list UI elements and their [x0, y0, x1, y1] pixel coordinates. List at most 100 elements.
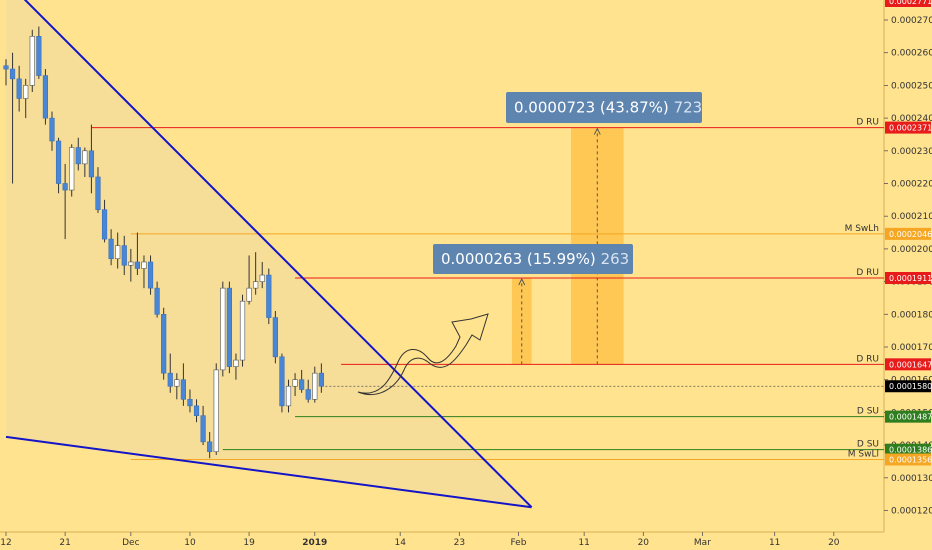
x-tick-label: 21: [59, 538, 70, 548]
candle-body: [193, 405, 200, 416]
candle-body: [200, 415, 206, 443]
candle-body: [180, 379, 186, 400]
level-label: D RU: [856, 354, 879, 364]
price-tag-top: 0.0002771: [889, 0, 932, 6]
x-tick-label: 11: [769, 538, 780, 548]
x-tick-label: 14: [394, 538, 406, 548]
price-tag: 0.0001911: [889, 274, 932, 283]
price-tag: 0.0002371: [889, 124, 932, 133]
candle-body: [29, 36, 35, 86]
candle-body: [272, 317, 278, 358]
price-tag-bg: [885, 443, 931, 456]
x-tick-label: 23: [454, 538, 465, 548]
trendlines[interactable]: [5, 0, 533, 509]
candle-body: [285, 385, 292, 407]
last-price-tag: 0.0001580: [889, 382, 932, 391]
price-tag: 0.0001356: [889, 455, 932, 464]
x-tick-label: Feb: [510, 538, 526, 548]
level-label: D SU: [857, 407, 879, 417]
measurement-label-box: [433, 244, 633, 274]
time-axis: 12 21 Dec 10 19 2019 14 23 Feb 11 20 Mar 11 20: [0, 532, 840, 548]
candle-body: [233, 359, 239, 367]
price-tag: 0.0001647: [889, 360, 932, 369]
candle-body: [318, 372, 324, 387]
candle-body: [239, 300, 246, 361]
level-label: D RU: [856, 118, 879, 128]
price-tags: 0.0002771 0.0002371 0.0002046 0.0001911 0.00…: [885, 0, 932, 466]
candle-body: [69, 147, 75, 191]
candle-body: [147, 261, 154, 289]
candle-body: [174, 379, 180, 387]
candle-body: [141, 261, 147, 269]
x-tick-label: Mar: [694, 538, 711, 548]
level-label: D SU: [857, 440, 879, 450]
price-tag-bg: [885, 358, 931, 371]
measurement-label: 0.0000263 (15.99%) 263: [441, 250, 629, 268]
candle-body: [115, 245, 121, 260]
price-tag-bg: [885, 453, 931, 466]
price-tag: 0.0001386: [889, 446, 932, 455]
candle-body: [226, 287, 232, 367]
candle-body: [246, 287, 252, 302]
x-tick-label: 19: [243, 538, 255, 548]
price-tag-bg: [885, 121, 931, 134]
candle-body: [128, 261, 134, 266]
candle-body: [108, 238, 114, 260]
candle-body: [220, 287, 226, 371]
candle-body: [62, 183, 68, 191]
candle-body: [55, 140, 62, 184]
candle-body: [82, 150, 88, 165]
candle-body: [312, 372, 318, 400]
candle-body: [75, 147, 81, 165]
x-tick-label: 11: [578, 538, 589, 548]
level-label: D RU: [856, 268, 879, 278]
measurement-label: 0.0000723 (43.87%) 723: [514, 99, 702, 117]
candle-body: [134, 261, 141, 269]
x-tick-label: Dec: [122, 538, 139, 548]
projection-arrow: [357, 313, 489, 395]
price-tag: 0.0002046: [889, 230, 932, 239]
price-tag: 0.0001487: [889, 413, 932, 422]
candle-body: [279, 356, 285, 407]
candle-body: [259, 274, 265, 282]
x-tick-label: 2019: [302, 538, 327, 548]
candle-body: [213, 369, 219, 452]
candle-body: [101, 209, 108, 240]
projection-arrow-head: [518, 277, 526, 286]
last-price-tag-bg: [885, 380, 931, 393]
price-tag-bg: [885, 272, 931, 285]
candle-body: [266, 274, 272, 318]
trendline: [23, 0, 533, 508]
candle-body: [161, 313, 167, 374]
candle-body: [299, 379, 305, 390]
candle-body: [95, 176, 101, 210]
projection-arrow-head: [593, 127, 601, 135]
y-tick-label: 0.0001200: [891, 507, 932, 517]
candle-body: [9, 68, 16, 80]
candle-body: [88, 150, 95, 178]
trendline: [5, 435, 532, 509]
candles: [3, 26, 324, 459]
price-tag-top-bg: [885, 0, 931, 7]
price-tag-bg: [885, 227, 931, 240]
measurement-labels: 0.0000263 (15.99%) 263 0.0000723 (43.87%)…: [433, 92, 702, 274]
candle-body: [36, 36, 42, 76]
candle-body: [253, 281, 259, 289]
candle-body: [154, 287, 160, 315]
candle-body: [3, 65, 9, 70]
measurement-label-box: [506, 92, 702, 123]
candle-body: [207, 441, 213, 452]
x-tick-label: 10: [184, 538, 196, 548]
